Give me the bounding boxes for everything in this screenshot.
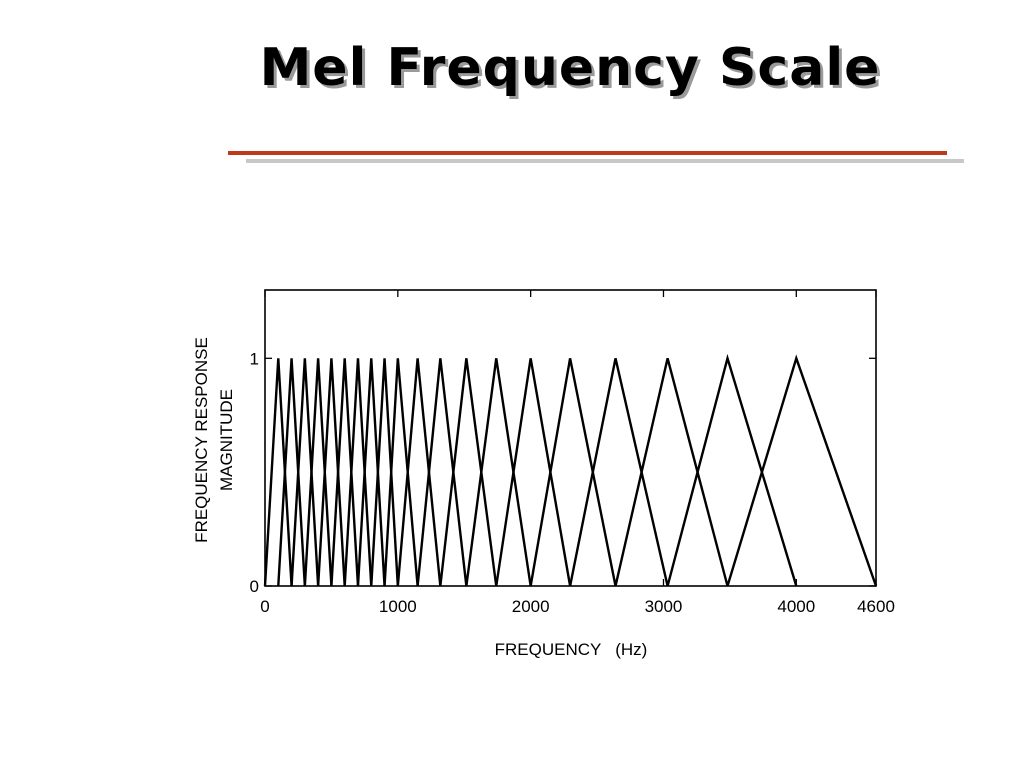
mel-filter-triangle <box>290 358 320 587</box>
mel-filter-triangle <box>726 354 878 587</box>
y-tick-group: 01 <box>250 349 876 596</box>
mel-filter-triangle <box>529 358 617 587</box>
mel-filter-triangle <box>396 358 442 587</box>
x-tick-label: 1000 <box>379 597 417 616</box>
mel-filter-triangle <box>416 358 468 587</box>
y-tick-label: 0 <box>250 577 259 596</box>
mel-filter-triangle <box>465 358 532 587</box>
x-tick-label: 0 <box>260 597 269 616</box>
x-tick-label: 4600 <box>857 597 895 616</box>
x-axis-label: FREQUENCY (Hz) <box>495 640 648 659</box>
x-tick-group: 0 1000 2000 3000 4000 4600 <box>260 290 895 616</box>
mel-filter-triangle <box>383 358 419 587</box>
slide-title: Mel Frequency Scale <box>259 38 881 98</box>
mel-filter-triangle <box>343 358 373 587</box>
mel-filter-triangle <box>263 358 293 587</box>
mel-filter-triangle <box>666 353 798 587</box>
y-axis-label-line1: FREQUENCY RESPONSE <box>192 337 211 543</box>
plot-frame <box>264 289 877 587</box>
y-tick-label: 1 <box>250 349 259 368</box>
mel-filter-triangle <box>495 358 572 587</box>
mel-filter-triangle <box>568 358 669 587</box>
title-rule <box>228 151 947 155</box>
x-tick-label: 2000 <box>512 597 550 616</box>
filter-series-group <box>263 353 878 587</box>
x-tick-label: 4000 <box>777 597 815 616</box>
y-axis-label-line2: MAGNITUDE <box>217 389 236 491</box>
mel-filter-triangle <box>277 358 307 587</box>
y-axis-label-group: FREQUENCY RESPONSE <box>192 337 211 543</box>
mel-filter-triangle <box>303 358 333 587</box>
title-rule-shadow <box>246 159 964 163</box>
mel-filter-triangle <box>614 358 729 587</box>
y-axis-label-group-2: MAGNITUDE <box>217 389 236 491</box>
mel-filter-triangle <box>370 358 400 587</box>
plot-frame-group <box>264 289 877 587</box>
mel-filter-triangle <box>316 358 346 587</box>
mel-filter-triangle <box>439 358 498 587</box>
x-tick-label: 3000 <box>645 597 683 616</box>
mel-filter-triangle <box>330 358 360 587</box>
mel-filter-triangle <box>356 358 386 587</box>
